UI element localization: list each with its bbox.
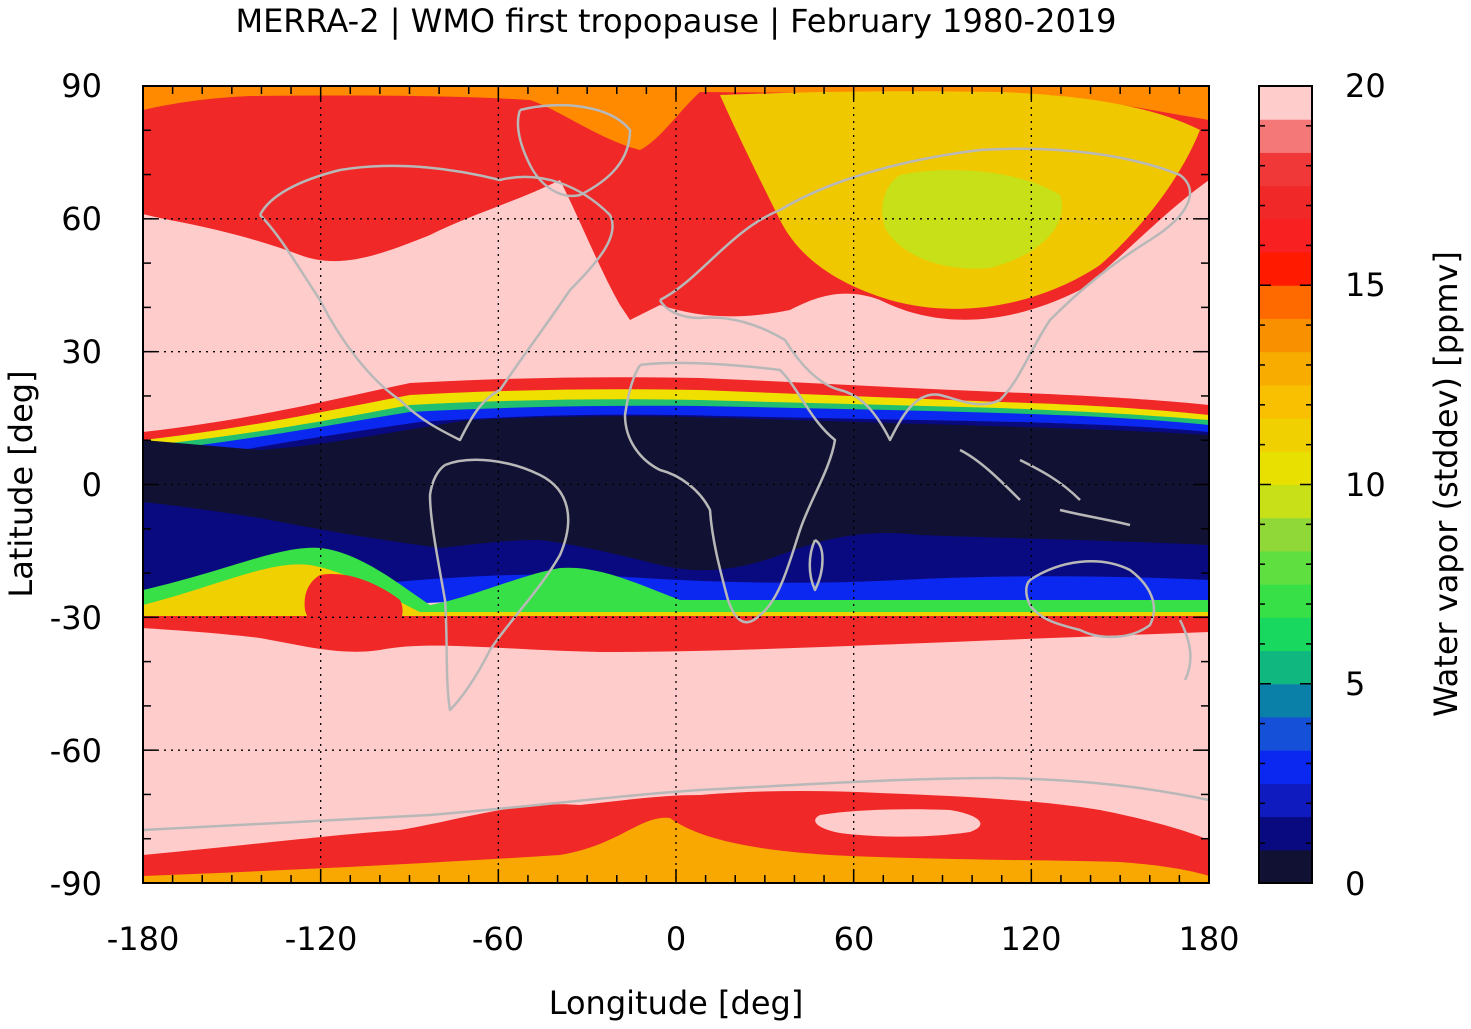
colorbar-tick-label: 10 — [1345, 466, 1386, 504]
colorbar-tick-label: 20 — [1345, 67, 1386, 105]
sh-subtropical-edge-green — [143, 547, 1209, 618]
sh-subtropical-edge-yellow — [143, 564, 1209, 624]
chart-title: MERRA-2 | WMO first tropopause | Februar… — [235, 2, 1116, 40]
colorbar — [1259, 86, 1312, 884]
colorbar-swatch — [1259, 650, 1312, 685]
colorbar-tick-labels: 20 15 10 5 0 — [1345, 67, 1386, 903]
colorbar-swatch — [1259, 384, 1312, 419]
colorbar-tick-label: 0 — [1345, 865, 1365, 903]
colorbar-tick-label: 15 — [1345, 266, 1386, 304]
colorbar-swatch — [1259, 119, 1312, 153]
y-tick-label: -30 — [50, 599, 102, 637]
south-pacific-anomaly-red — [304, 574, 403, 645]
coastlines — [143, 103, 1209, 832]
map-plot-area — [143, 86, 1209, 883]
colorbar-swatch — [1259, 517, 1312, 552]
colorbar-swatch — [1259, 451, 1312, 485]
minor-ticks — [142, 85, 1210, 884]
colorbar-swatch — [1259, 816, 1312, 851]
colorbar-swatch — [1259, 849, 1312, 884]
x-tick-label: 120 — [1000, 920, 1061, 958]
colorbar-swatch — [1259, 351, 1312, 386]
y-tick-label: 90 — [61, 67, 102, 105]
colorbar-tick-label: 5 — [1345, 665, 1365, 703]
colorbar-swatch — [1259, 750, 1312, 784]
y-tick-label: 60 — [61, 200, 102, 238]
coastline-eurasia — [658, 147, 1192, 442]
x-axis-tick-labels: -180 -120 -60 0 60 120 180 — [107, 920, 1240, 958]
x-tick-label: -60 — [472, 920, 524, 958]
y-tick-label: -60 — [50, 732, 102, 770]
coastline-north-america — [258, 164, 614, 442]
coastline-greenland — [516, 103, 632, 198]
x-tick-label: 0 — [666, 920, 686, 958]
coastline-maritime-continent — [959, 448, 1131, 527]
coastline-africa — [623, 361, 837, 624]
siberia-anomaly-lime — [882, 170, 1062, 269]
y-tick-label: -90 — [50, 865, 102, 903]
colorbar-swatch — [1259, 318, 1312, 353]
x-tick-label: 60 — [834, 920, 875, 958]
coastline-madagascar — [808, 538, 824, 592]
colorbar-ticks — [1259, 85, 1312, 884]
y-axis-label: Latitude [deg] — [2, 370, 40, 597]
x-axis-label: Longitude [deg] — [549, 984, 804, 1022]
colorbar-swatch — [1259, 584, 1312, 618]
y-tick-label: 30 — [61, 333, 102, 371]
colorbar-swatch — [1259, 152, 1312, 187]
antarctic-pink-patch — [815, 809, 981, 837]
y-axis-tick-labels: 90 60 30 0 -30 -60 -90 — [50, 67, 102, 903]
coastline-south-america — [428, 458, 570, 712]
colorbar-swatch — [1259, 218, 1312, 253]
coastline-new-zealand — [1178, 619, 1192, 681]
colorbar-swatch — [1259, 550, 1312, 585]
grid-lines — [143, 86, 1209, 883]
colorbar-swatch — [1259, 716, 1312, 751]
colorbar-swatch — [1259, 418, 1312, 452]
y-tick-label: 0 — [82, 466, 102, 504]
colorbar-swatch — [1259, 484, 1312, 519]
x-tick-label: -180 — [107, 920, 180, 958]
colorbar-swatch — [1259, 252, 1312, 286]
coastline-antarctica — [143, 776, 1209, 832]
colorbar-swatch — [1259, 185, 1312, 220]
colorbar-swatch — [1259, 285, 1312, 319]
coastline-australia — [1025, 560, 1156, 639]
x-tick-label: 180 — [1178, 920, 1239, 958]
x-tick-label: -120 — [285, 920, 358, 958]
colorbar-swatch — [1259, 617, 1312, 652]
colorbar-swatch — [1259, 783, 1312, 818]
colorbar-label: Water vapor (stddev) [ppmv] — [1427, 251, 1465, 717]
colorbar-swatch — [1259, 683, 1312, 718]
colorbar-swatch — [1259, 86, 1312, 120]
